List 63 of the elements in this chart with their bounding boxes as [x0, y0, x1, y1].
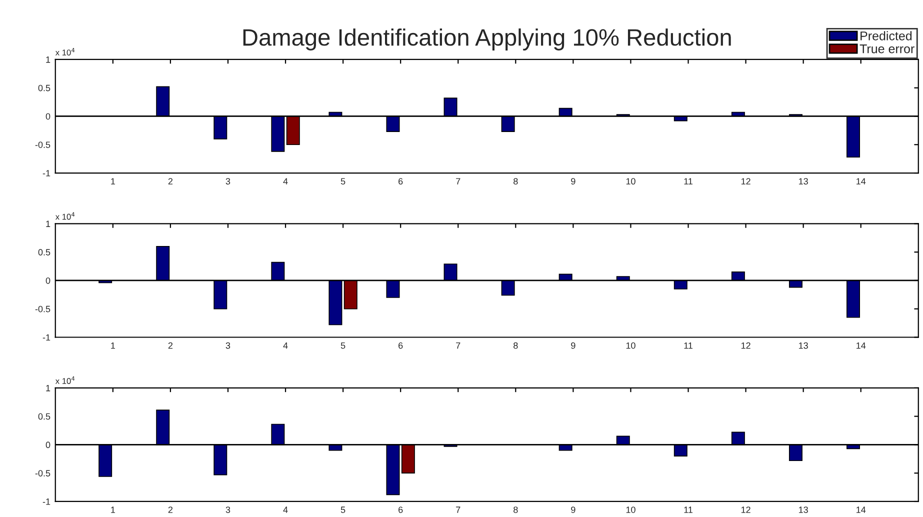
y-tick-label: 1	[46, 384, 50, 392]
x-tick-label: 4	[283, 178, 288, 184]
x-tick-label: 5	[340, 506, 346, 513]
y-tick-label: -0.5	[35, 470, 50, 476]
x-tick-label: 9	[571, 506, 576, 513]
x-tick-label: 9	[571, 342, 576, 349]
x-tick-label: 4	[283, 342, 288, 349]
y-tick-label: -1	[42, 498, 50, 505]
x-tick-label: 10	[626, 342, 636, 349]
chart-title: Damage Identification Applying 10% Reduction	[243, 28, 731, 50]
x-tick-label: 7	[456, 506, 460, 513]
x-tick-label: 2	[168, 506, 173, 513]
y-tick-label: -1	[42, 170, 50, 176]
x-tick-label: 6	[398, 178, 403, 185]
x-tick-label: 6	[398, 506, 403, 513]
y-tick-label: 0.5	[38, 413, 50, 420]
x-tick-label: 10	[626, 506, 636, 513]
x-tick-label: 13	[798, 178, 808, 185]
x-tick-label: 4	[283, 506, 288, 513]
y-tick-label: 0.5	[38, 84, 50, 92]
legend-label: True error	[860, 44, 914, 54]
x-tick-label: 5	[340, 342, 346, 349]
y-tick-label: 0	[46, 113, 50, 120]
y-tick-label: 0	[46, 442, 50, 448]
x-tick-label: 14	[856, 178, 866, 184]
x-tick-label: 12	[741, 178, 750, 184]
x-tick-label: 3	[226, 342, 230, 349]
x-tick-label: 7	[456, 178, 460, 184]
x-tick-label: 5	[340, 178, 346, 185]
x-tick-label: 12	[741, 506, 750, 513]
x-tick-label: 11	[684, 178, 692, 184]
x-tick-label: 3	[226, 178, 230, 185]
x-tick-label: 1	[111, 178, 115, 184]
x-tick-label: 13	[798, 506, 808, 513]
y-tick-label: 1	[46, 56, 50, 63]
y-tick-label: -0.5	[35, 142, 50, 148]
x-tick-label: 10	[626, 178, 636, 185]
x-tick-label: 2	[168, 178, 173, 184]
x-tick-label: 14	[856, 342, 866, 349]
text: x 10$^{4}$	[55, 376, 75, 384]
x-tick-label: 2	[168, 342, 173, 349]
x-tick-label: 12	[741, 342, 750, 349]
text: x 10$^{4}$	[55, 48, 75, 56]
x-tick-label: 1	[111, 506, 115, 513]
text: x 10$^{4}$	[55, 212, 75, 220]
x-tick-label: 1	[111, 342, 115, 349]
x-tick-label: 3	[226, 506, 230, 513]
x-tick-label: 8	[514, 506, 518, 513]
y-tick-label: 0.5	[38, 249, 50, 256]
x-tick-label: 6	[398, 342, 403, 349]
legend-label: Predicted	[860, 31, 912, 40]
x-tick-label: 9	[571, 178, 576, 185]
x-tick-label: 13	[798, 342, 808, 349]
x-tick-label: 8	[514, 342, 518, 349]
y-tick-label: 1	[46, 220, 50, 227]
x-tick-label: 11	[684, 342, 692, 349]
x-tick-label: 11	[684, 506, 692, 513]
y-tick-label: -1	[42, 334, 50, 341]
y-tick-label: -0.5	[35, 306, 50, 312]
x-tick-label: 8	[514, 178, 518, 185]
x-tick-label: 7	[456, 342, 460, 349]
x-tick-label: 14	[856, 506, 866, 513]
y-tick-label: 0	[46, 277, 50, 284]
